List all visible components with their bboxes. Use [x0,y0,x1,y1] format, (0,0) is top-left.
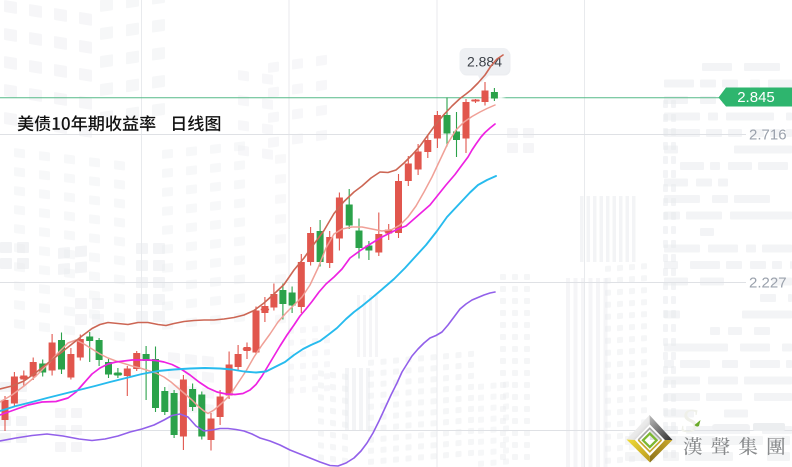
svg-text:2.227: 2.227 [749,275,787,292]
svg-text:2.884: 2.884 [467,54,502,70]
svg-text:2.845: 2.845 [737,89,775,106]
svg-text:2.716: 2.716 [749,127,787,144]
svg-text:S: S [681,403,698,440]
